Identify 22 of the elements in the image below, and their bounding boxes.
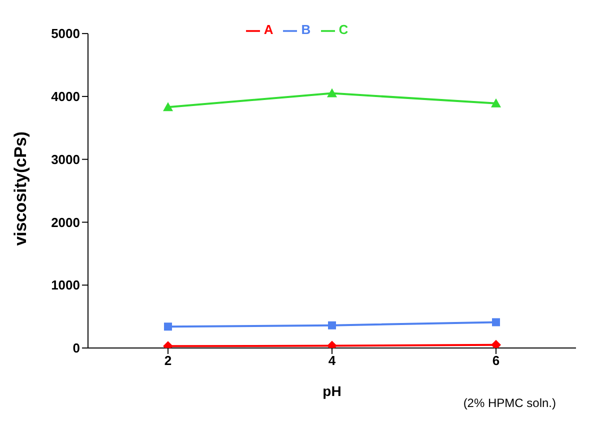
legend-label: C [338, 22, 348, 37]
legend-label: B [301, 22, 311, 37]
x-tick-label: 4 [328, 353, 336, 368]
point [328, 321, 336, 330]
point [492, 318, 500, 326]
point [164, 322, 172, 331]
y-tick-label: 3000 [51, 152, 80, 167]
text: (2% HPMC soln.) [463, 396, 556, 410]
point [327, 88, 337, 98]
x-tick-label: 6 [492, 353, 500, 368]
y-tick-label: 2000 [51, 214, 80, 230]
y-tick-label: 4000 [51, 89, 80, 104]
y-tick-label: 1000 [51, 278, 80, 293]
x-axis-title: pH [322, 383, 342, 399]
y-tick-label: 5000 [51, 26, 80, 42]
point [491, 98, 501, 108]
legend-label: A [264, 22, 274, 37]
y-axis-title: viscosity(cPs) [11, 131, 30, 246]
point [163, 102, 173, 112]
y-tick-label: 0 [72, 340, 80, 356]
point [491, 340, 501, 348]
x-tick-label: 2 [164, 353, 172, 368]
